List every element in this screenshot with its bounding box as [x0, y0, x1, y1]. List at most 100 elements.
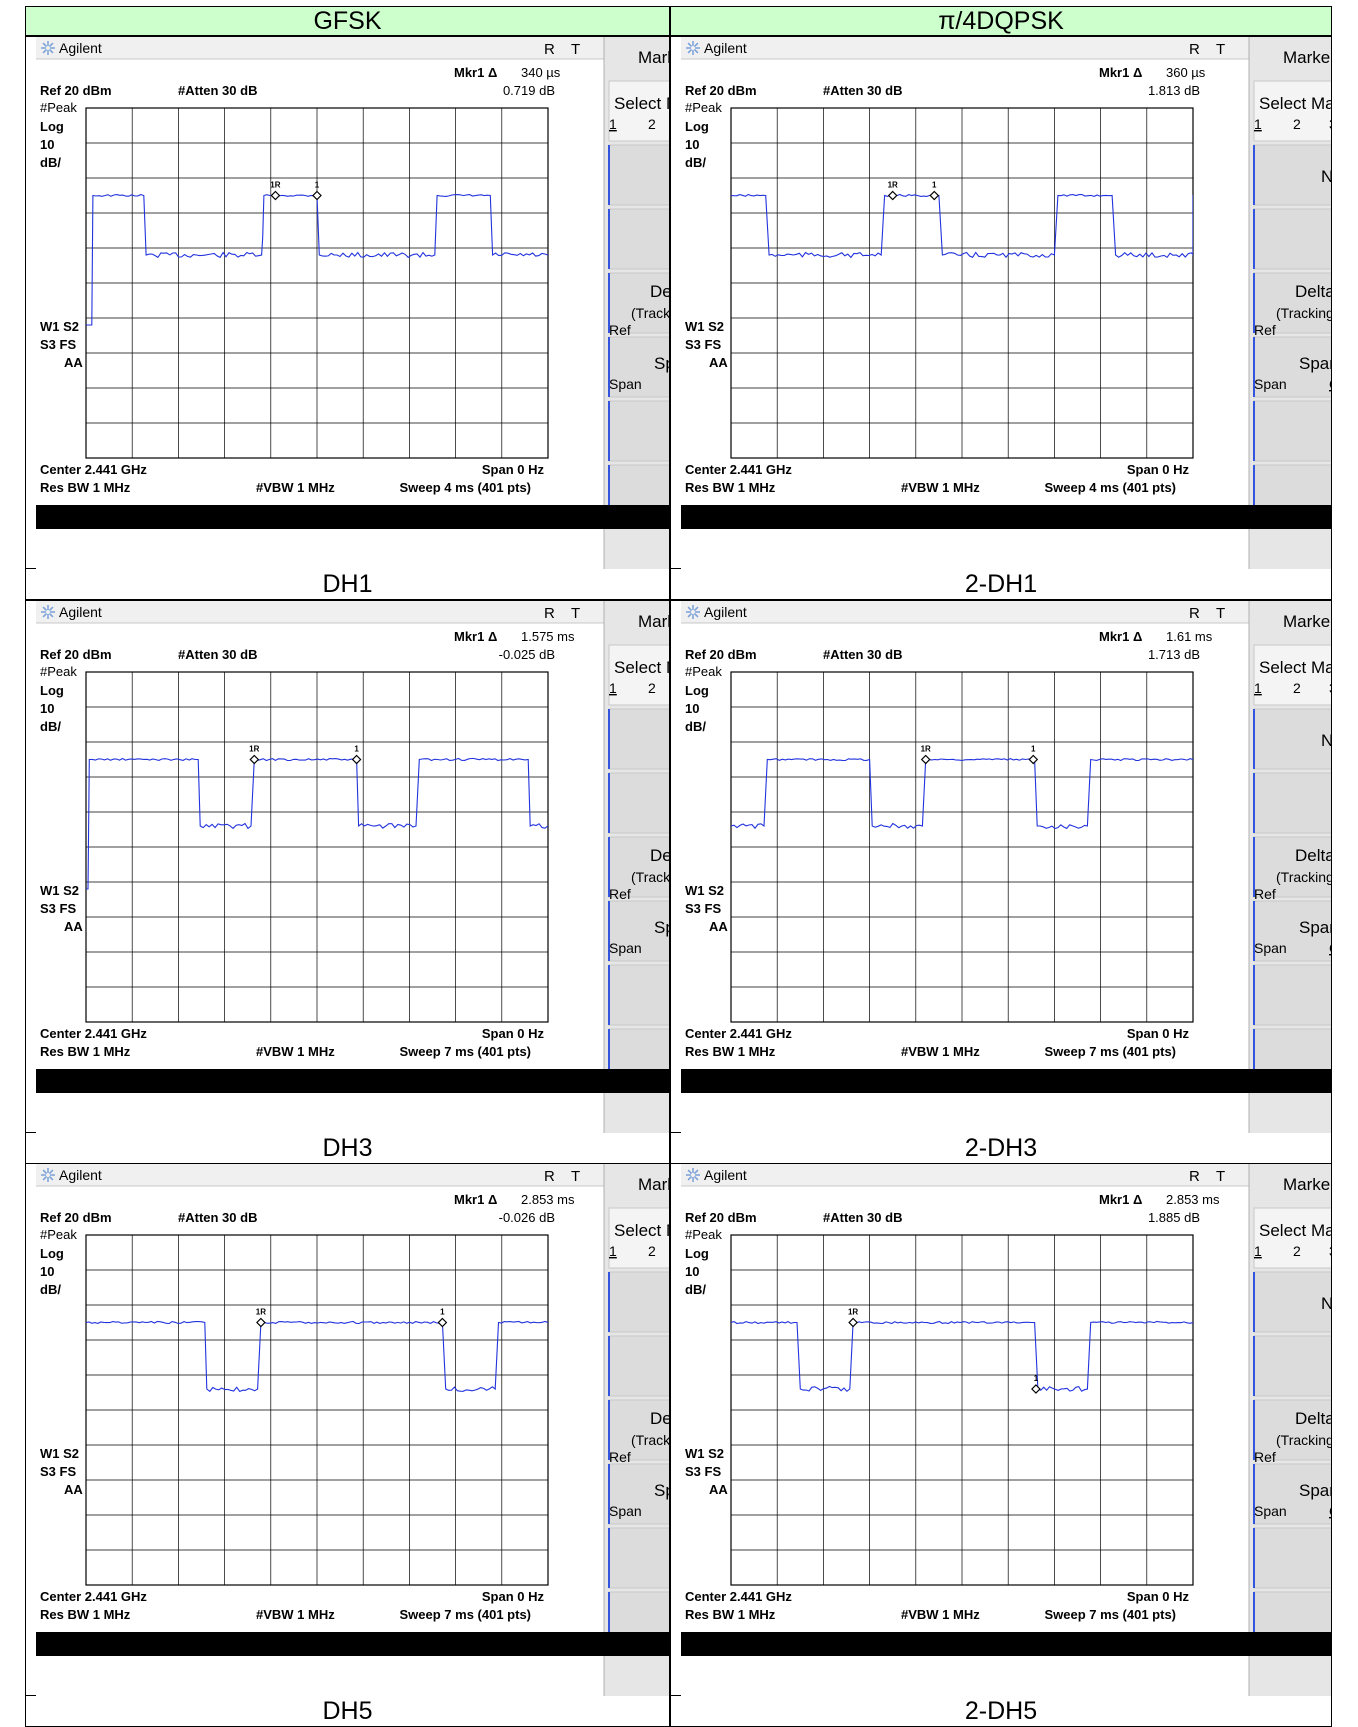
sweep-label: Sweep 7 ms (401 pts)	[1045, 1044, 1177, 1059]
marker-label: 1	[1034, 1374, 1039, 1383]
trace-line	[731, 1320, 1193, 1393]
status-bar	[36, 1632, 669, 1656]
softkey-span-label: Span	[609, 376, 642, 392]
softkey-span-label: Span	[1254, 1503, 1287, 1519]
logo-spoke	[48, 48, 54, 54]
agilent-logo-icon	[41, 41, 55, 55]
softkey-5	[1253, 964, 1331, 1026]
logo-spoke	[687, 612, 693, 618]
marker-readout-delta: -0.026 dB	[499, 1210, 555, 1225]
marker-delta	[351, 754, 362, 765]
analyzer-screen: Agilent RT Marker Select Marker 1 2 3 N Delta (Tr…	[681, 37, 1332, 569]
marker-label: 1	[932, 181, 937, 190]
softkey-4	[1253, 336, 1331, 398]
softkey-num-2: 2	[1293, 1243, 1301, 1259]
marker-readout-prefix: Mkr1 Δ	[454, 629, 497, 644]
center-frequency-label: Center 2.441 GHz	[685, 1026, 792, 1041]
vbw-label: #VBW 1 MHz	[901, 1044, 980, 1059]
softkey-num-2: 2	[648, 116, 656, 132]
trace-w1s2-label: W1 S2	[685, 1446, 724, 1461]
softkey-span-label: Span	[609, 1503, 642, 1519]
softkey-num-1: 1	[609, 680, 617, 696]
softkey-tracking-label: (Tracking	[1276, 869, 1332, 885]
softkey-tracking-label: (Tracking	[1276, 1432, 1332, 1448]
attenuation-label: #Atten 30 dB	[178, 647, 257, 662]
softkey-span-pair-label: Span	[1299, 354, 1332, 373]
logo-spoke	[48, 606, 54, 612]
scale-div-unit: dB/	[685, 1282, 706, 1297]
softkey-select-marker-label: Select Marker	[614, 658, 670, 677]
span-label: Span 0 Hz	[1127, 462, 1190, 477]
t-indicator: T	[1216, 1168, 1225, 1185]
t-indicator: T	[571, 1168, 580, 1185]
marker-label: 1R	[270, 181, 280, 190]
t-indicator: T	[571, 605, 580, 622]
r-indicator: R	[1189, 1168, 1200, 1185]
softkey-3	[1253, 1399, 1331, 1461]
marker-delta	[929, 190, 940, 201]
title-bar	[681, 37, 1249, 59]
panel-caption: DH5	[26, 1695, 669, 1726]
logo-spoke	[42, 606, 48, 612]
trace-line	[731, 193, 1193, 259]
detector-label: #Peak	[40, 664, 77, 679]
logo-spoke	[48, 1175, 54, 1181]
marker-delta	[1031, 1384, 1041, 1394]
softkey-delta-label: Delta	[1295, 1409, 1332, 1428]
vbw-label: #VBW 1 MHz	[256, 1044, 335, 1059]
scale-div-value: 10	[685, 701, 699, 716]
rbw-label: Res BW 1 MHz	[685, 1044, 776, 1059]
brand-label: Agilent	[704, 40, 747, 56]
trace-line	[731, 757, 1193, 830]
trace-w1s2-label: W1 S2	[685, 319, 724, 334]
title-bar	[36, 37, 604, 59]
softkey-select-marker	[608, 1207, 669, 1269]
status-bar	[681, 1069, 1331, 1093]
scale-div-unit: dB/	[40, 719, 61, 734]
softkey-marker-title: Marker	[1283, 612, 1332, 631]
rbw-label: Res BW 1 MHz	[40, 1607, 131, 1622]
softkey-select-marker-label: Select Marker	[614, 94, 670, 113]
softkey-c-label: C	[1329, 376, 1332, 392]
logo-spoke	[48, 42, 54, 48]
softkey-1	[608, 144, 669, 206]
logo-spoke	[693, 1169, 699, 1175]
softkey-3	[608, 836, 669, 898]
vbw-label: #VBW 1 MHz	[901, 480, 980, 495]
marker-readout-delta: 1.713 dB	[1148, 647, 1200, 662]
softkey-marker-title: Marker	[1283, 1175, 1332, 1194]
softkey-4	[608, 1463, 669, 1525]
softkey-num-2: 2	[1293, 680, 1301, 696]
marker-label: 1R	[256, 1308, 266, 1317]
marker-label: 1	[315, 181, 320, 190]
softkey-span-label: Span	[1254, 376, 1287, 392]
marker-readout-time: 2.853 ms	[1166, 1192, 1220, 1207]
ref-level-label: Ref 20 dBm	[685, 647, 757, 662]
marker-label: 1R	[921, 745, 931, 754]
logo-spoke	[687, 42, 693, 48]
analyzer-screen: Agilent RT Marker Select Marker 1 2 3 N Delta (Tr…	[681, 1164, 1332, 1696]
ref-level-label: Ref 20 dBm	[40, 83, 112, 98]
marker-reference	[249, 754, 260, 765]
softkey-marker-title: Marker	[638, 1175, 670, 1194]
softkey-normal-label: N	[1321, 731, 1332, 750]
marker-readout-time: 360 µs	[1166, 65, 1206, 80]
brand-label: Agilent	[704, 1167, 747, 1183]
panel-2-dh5: 2-DH5 Agilent RT Marker Select Marker 1 2 3 N Del…	[670, 1163, 1332, 1727]
marker-readout-time: 340 µs	[521, 65, 561, 80]
softkey-num-1: 1	[1254, 1243, 1262, 1259]
scale-div-unit: dB/	[40, 155, 61, 170]
softkey-num-3: 3	[1329, 680, 1332, 696]
title-bar	[36, 601, 604, 623]
softkey-5	[608, 964, 669, 1026]
marker-label: 1	[440, 1308, 445, 1317]
marker-reference	[920, 754, 931, 765]
marker-readout-time: 1.61 ms	[1166, 629, 1213, 644]
softkey-tracking-label: (Tracking	[1276, 305, 1332, 321]
trace-w1s2-label: W1 S2	[40, 319, 79, 334]
softkey-select-marker	[1253, 80, 1331, 142]
marker-readout-delta: 1.885 dB	[1148, 1210, 1200, 1225]
